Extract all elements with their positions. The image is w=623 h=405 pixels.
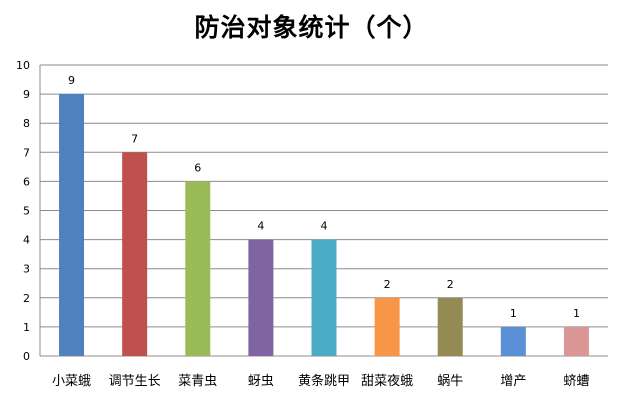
x-tick-label: 蜗牛 [437,373,463,389]
bar [185,181,211,356]
data-label: 9 [68,74,75,87]
y-tick-label: 4 [23,234,30,247]
data-label: 2 [384,278,391,291]
bars [59,94,589,356]
x-tick-label: 小菜蛾 [52,374,91,389]
data-label: 4 [257,220,264,233]
bar [59,94,85,356]
data-label: 1 [510,307,517,320]
y-tick-label: 9 [23,88,30,101]
y-tick-label: 5 [23,205,30,218]
data-label: 7 [131,132,138,145]
x-tick-label: 菜青虫 [178,374,217,389]
y-tick-label: 2 [23,292,30,305]
x-tick-labels: 小菜蛾 调节生长 菜青虫 蚜虫 黄条跳甲 甜菜夜蛾 蜗牛 增产 蛴螬 [52,373,589,389]
y-tick-label: 3 [23,263,30,276]
y-tick-label: 0 [23,350,30,363]
x-tick-label: 蚜虫 [248,374,274,389]
x-tick-label: 甜菜夜蛾 [361,373,413,389]
x-tick-label: 调节生长 [109,374,161,389]
x-tick-label: 增产 [500,374,526,389]
data-label: 1 [573,307,580,320]
data-labels: 9 7 6 4 4 2 2 1 1 [68,74,580,320]
x-tick-label: 蛴螬 [563,374,589,389]
y-tick-label: 1 [23,321,30,334]
y-tick-label: 10 [16,59,30,72]
bar [311,239,337,356]
chart-title: 防治对象统计（个） [194,13,429,42]
bar [500,326,526,356]
bar [437,297,463,356]
y-tick-label: 6 [23,175,30,188]
bar [248,239,274,356]
data-label: 6 [194,161,201,174]
y-tick-label: 8 [23,117,30,130]
data-label: 4 [321,220,328,233]
bar [563,326,589,356]
bar [374,297,400,356]
x-tick-label: 黄条跳甲 [298,373,350,389]
y-tick-labels: 0 1 2 3 4 5 6 7 8 9 10 [16,59,30,363]
bar [122,152,148,356]
y-tick-label: 7 [23,146,30,159]
data-label: 2 [447,278,454,291]
